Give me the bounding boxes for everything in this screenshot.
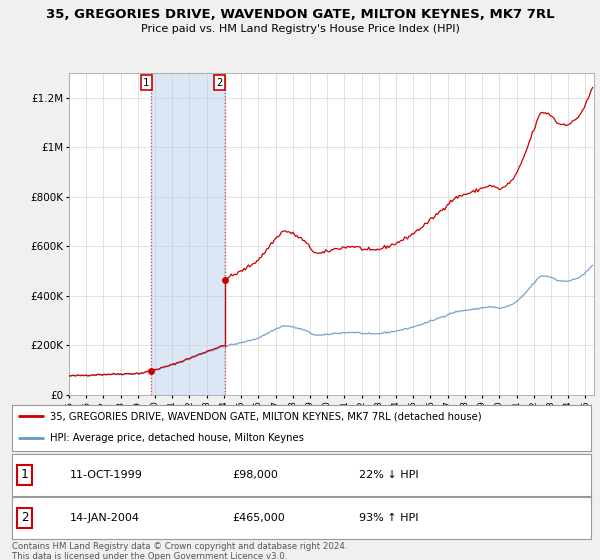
Text: 22% ↓ HPI: 22% ↓ HPI [359,470,419,479]
Text: £465,000: £465,000 [232,513,285,522]
Text: HPI: Average price, detached house, Milton Keynes: HPI: Average price, detached house, Milt… [50,433,304,443]
Text: 35, GREGORIES DRIVE, WAVENDON GATE, MILTON KEYNES, MK7 7RL: 35, GREGORIES DRIVE, WAVENDON GATE, MILT… [46,8,554,21]
Text: 1: 1 [21,468,28,481]
Text: Contains HM Land Registry data © Crown copyright and database right 2024.
This d: Contains HM Land Registry data © Crown c… [12,542,347,560]
Text: 14-JAN-2004: 14-JAN-2004 [70,513,140,522]
Text: £98,000: £98,000 [232,470,278,479]
Text: 2: 2 [21,511,28,524]
Text: 93% ↑ HPI: 93% ↑ HPI [359,513,419,522]
Text: 11-OCT-1999: 11-OCT-1999 [70,470,143,479]
Text: 1: 1 [143,78,149,87]
Text: 35, GREGORIES DRIVE, WAVENDON GATE, MILTON KEYNES, MK7 7RL (detached house): 35, GREGORIES DRIVE, WAVENDON GATE, MILT… [50,412,481,421]
Text: Price paid vs. HM Land Registry's House Price Index (HPI): Price paid vs. HM Land Registry's House … [140,24,460,34]
Text: 2: 2 [217,78,223,87]
Bar [151,73,224,395]
